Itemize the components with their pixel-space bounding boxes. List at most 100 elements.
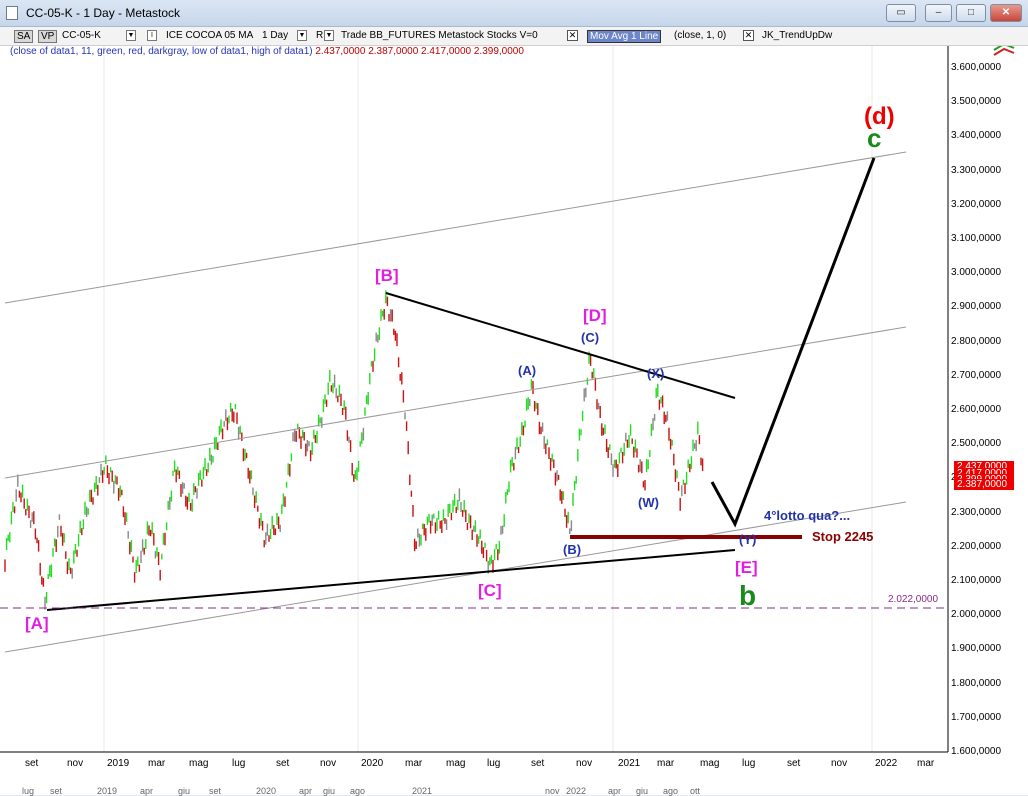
x-axis-tick-label: mag xyxy=(446,758,466,769)
x-axis-tick-label: nov xyxy=(576,758,593,769)
wave-label-y: (Y) xyxy=(739,532,757,547)
support-level-label: 2.022,0000 xyxy=(888,594,939,605)
triangle-lower-line xyxy=(46,549,736,611)
y-axis-tick-label: 2.000,0000 xyxy=(951,609,1002,621)
y-axis-tick-label: 3.200,0000 xyxy=(951,198,1002,210)
interval-dropdown-icon[interactable]: ▼ xyxy=(297,30,307,41)
chart-toolbar: SA VP CC-05-K ▼ I ICE COCOA 05 MA 1 Day … xyxy=(0,27,1028,46)
x-axis-lower-tick-label: giu xyxy=(636,786,649,796)
annotation-stop: Stop 2245 xyxy=(812,529,874,544)
y-axis-tick-label: 3.400,0000 xyxy=(951,130,1002,142)
x-axis-lower-tick-label: lug xyxy=(22,786,35,796)
x-axis-tick-label: nov xyxy=(320,758,337,769)
close-data-icon[interactable]: ✕ xyxy=(567,30,578,41)
middle-channel-line xyxy=(4,326,907,479)
price-box-low: 2.387,0000 xyxy=(954,479,1014,490)
r-dropdown-icon[interactable]: ▼ xyxy=(324,30,334,41)
wave-label-c: (C) xyxy=(581,330,600,345)
price-bars xyxy=(4,290,704,610)
wave-label-B: [B] xyxy=(375,266,399,285)
x-axis-tick-label: 2019 xyxy=(107,758,130,769)
symbol-label[interactable]: CC-05-K xyxy=(62,30,101,41)
title-bar: CC-05-K - 1 Day - Metastock ▭ – □ ✕ xyxy=(0,0,1028,27)
info-params: (close of data1, 11, green, red, darkgra… xyxy=(10,46,313,57)
x-axis-tick-label: set xyxy=(787,758,801,769)
x-axis-tick-label: mag xyxy=(700,758,720,769)
upper-channel-line xyxy=(4,151,907,304)
x-axis-tick-label: lug xyxy=(742,758,756,769)
x-axis-tick-label: nov xyxy=(831,758,848,769)
wave-label-D: [D] xyxy=(583,306,607,325)
y-axis-tick-label: 2.900,0000 xyxy=(951,301,1002,313)
lower-channel-line xyxy=(4,501,907,653)
triangle-upper-line xyxy=(385,292,736,399)
window-title: CC-05-K - 1 Day - Metastock xyxy=(26,6,181,20)
y-axis-tick-label: 3.100,0000 xyxy=(951,233,1002,244)
x-axis-lower-tick-label: nov xyxy=(545,786,560,796)
annotation-lotto: 4°lotto qua?... xyxy=(764,508,851,523)
x-axis-lower-tick-label: apr xyxy=(299,786,313,796)
close-indicator-icon[interactable]: ✕ xyxy=(743,30,754,41)
x-axis-lower-tick-label: apr xyxy=(608,786,622,796)
x-axis-tick-label: lug xyxy=(232,758,246,769)
wave-label-a: (A) xyxy=(518,363,537,378)
sa-button[interactable]: SA xyxy=(14,30,34,43)
symbol-dropdown-icon[interactable]: ▼ xyxy=(126,30,136,41)
interval-label[interactable]: 1 Day xyxy=(262,30,289,41)
wave-label-b-green: b xyxy=(739,580,757,611)
x-axis-tick-label: mar xyxy=(657,758,675,769)
x-axis-lower-tick-label: giu xyxy=(178,786,191,796)
vp-button[interactable]: VP xyxy=(38,30,58,43)
indicator-params: (close, 1, 0) xyxy=(674,30,727,41)
x-axis-lower-tick-label: ago xyxy=(663,786,679,796)
x-axis-lower-tick-label: ago xyxy=(350,786,366,796)
minimize-icon[interactable]: – xyxy=(925,4,952,22)
trend-tool-icon xyxy=(993,46,1015,56)
y-axis-tick-label: 2.200,0000 xyxy=(951,540,1002,552)
x-axis-tick-label: 2021 xyxy=(618,758,641,769)
y-axis-tick-label: 2.700,0000 xyxy=(951,369,1002,381)
y-axis-tick-label: 1.800,0000 xyxy=(951,677,1002,689)
y-axis-tick-label: 2.600,0000 xyxy=(951,404,1002,415)
x-axis-lower-tick-label: set xyxy=(50,786,63,796)
chart-area[interactable] xyxy=(0,46,1028,795)
price-box-close: 2.437,0000 xyxy=(954,461,1014,472)
info-values: 2.437,0000 2.387,0000 2.417,0000 2.399,0… xyxy=(315,46,524,57)
x-axis-lower-tick-label: 2021 xyxy=(412,786,433,796)
x-axis-lower-tick-label: giu xyxy=(323,786,336,796)
y-axis-tick-label: 1.600,0000 xyxy=(951,746,1002,757)
instrument-dropdown-icon[interactable]: I xyxy=(147,30,157,41)
x-axis-lower-tick-label: 2022 xyxy=(566,786,587,796)
x-axis-tick-label: 2022 xyxy=(875,758,898,769)
projection-path xyxy=(710,157,876,528)
chart-document-icon xyxy=(6,6,18,20)
price-box-high: 2.417,0000 xyxy=(954,468,1014,479)
x-axis-tick-label: mar xyxy=(405,758,423,769)
y-axis-tick-label: 2.100,0000 xyxy=(951,575,1002,586)
x-axis-lower-tick-label: ott xyxy=(690,786,701,796)
x-axis-tick-label: set xyxy=(276,758,290,769)
y-axis-tick-label: 3.000,0000 xyxy=(951,267,1002,279)
x-axis-lower-tick-label: 2019 xyxy=(97,786,118,796)
y-axis-tick-label: 3.600,0000 xyxy=(951,62,1002,73)
trade-info: Trade BB_FUTURES Metastock Stocks V=0 xyxy=(341,30,538,41)
x-axis-tick-label: set xyxy=(25,758,39,769)
indicator-info-line: (close of data1, 11, green, red, darkgra… xyxy=(10,46,524,57)
wave-label-C: [C] xyxy=(478,581,502,600)
wave-label-A: [A] xyxy=(25,614,49,633)
x-axis-lower-tick-label: 2020 xyxy=(256,786,277,796)
y-axis-tick-label: 3.500,0000 xyxy=(951,96,1002,108)
x-axis-tick-label: mar xyxy=(917,758,935,769)
maximize-icon[interactable]: □ xyxy=(956,4,986,22)
close-icon[interactable]: ✕ xyxy=(990,4,1022,22)
restore-icon[interactable]: ▭ xyxy=(886,4,916,22)
instrument-label: ICE COCOA 05 MA xyxy=(166,30,254,41)
x-axis-tick-label: mag xyxy=(189,758,209,769)
x-axis-tick-label: 2020 xyxy=(361,758,384,769)
indicator-trend[interactable]: JK_TrendUpDw xyxy=(762,30,833,41)
vertical-gridlines xyxy=(103,46,873,752)
indicator-mov-avg[interactable]: Mov Avg 1 Line xyxy=(587,30,662,43)
price-chart xyxy=(0,46,1015,753)
wave-label-b: (B) xyxy=(563,542,582,557)
wave-label-x: (X) xyxy=(647,366,665,381)
